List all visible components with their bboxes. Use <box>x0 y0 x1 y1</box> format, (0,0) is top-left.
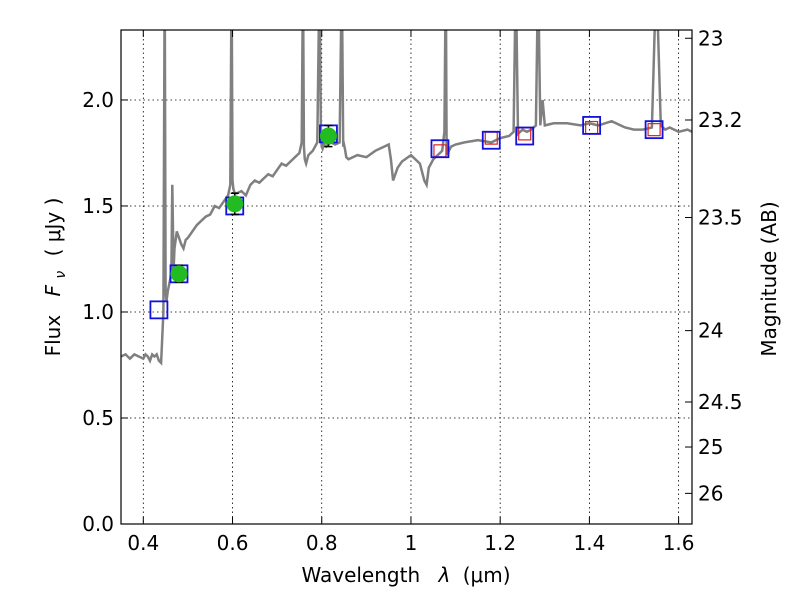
model-spectrum-line <box>121 30 692 366</box>
y-axis-title-symbol: F <box>41 284 65 296</box>
y-tick-label: 2.0 <box>82 88 114 112</box>
mag-tick-label: 24.5 <box>698 390 743 414</box>
y-tick-label: 0.5 <box>82 406 114 430</box>
mag-tick-label: 24 <box>698 319 723 343</box>
plot-frame <box>120 29 693 525</box>
model-photometry-marker <box>430 139 450 159</box>
x-tick-label: 1 <box>405 531 418 555</box>
y-axis-title-subscript: ν <box>53 271 69 279</box>
x-axis-title-symbol: λ <box>438 563 451 587</box>
model-photometry-marker <box>481 130 501 150</box>
y-tick-label: 1.0 <box>82 300 114 324</box>
y-axis-title-unit: ( μJy ) <box>41 198 65 257</box>
x-axis-title: Wavelength λ (μm) <box>301 563 510 587</box>
y-axis-title-text: Flux <box>41 315 65 357</box>
grid-lines <box>121 30 692 525</box>
mag-tick-label: 23 <box>698 26 723 50</box>
x-tick-label: 1.2 <box>484 531 516 555</box>
photometry-markers <box>149 116 664 320</box>
model-photometry-marker <box>644 120 664 140</box>
mag-tick-label: 23.5 <box>698 206 743 230</box>
axis-ticks: 0.4 0.6 0.8 1 1.2 1.4 1.6 0.0 0.5 1.0 1.5 2.0 23 23.2… <box>82 26 742 555</box>
model-photometry-marker <box>149 300 169 320</box>
observed-flux-point <box>170 265 188 283</box>
x-tick-label: 1.4 <box>573 531 605 555</box>
y-tick-label: 1.5 <box>82 194 114 218</box>
mag-tick-label: 23.2 <box>698 108 743 132</box>
x-tick-label: 0.8 <box>306 531 338 555</box>
y-tick-label: 0.0 <box>82 512 114 536</box>
x-tick-label: 1.6 <box>663 531 695 555</box>
mag-tick-label: 26 <box>698 481 723 505</box>
model-photometry-marker <box>515 126 535 146</box>
x-axis-title-text: Wavelength <box>301 563 420 587</box>
x-tick-label: 0.4 <box>127 531 159 555</box>
observed-flux-point <box>319 127 337 145</box>
plot-area <box>121 30 692 366</box>
x-axis-title-unit: (μm) <box>463 563 511 587</box>
y-axis-title: Flux F ν ( μJy ) <box>41 198 70 357</box>
observed-flux-point <box>226 195 244 213</box>
model-photometry-marker <box>582 116 602 135</box>
red-photometry-marker <box>433 144 447 158</box>
mag-tick-label: 25 <box>698 435 723 459</box>
x-tick-label: 0.6 <box>217 531 249 555</box>
right-axis-title: Magnitude (AB) <box>757 201 781 356</box>
red-photometry-marker <box>647 123 661 137</box>
